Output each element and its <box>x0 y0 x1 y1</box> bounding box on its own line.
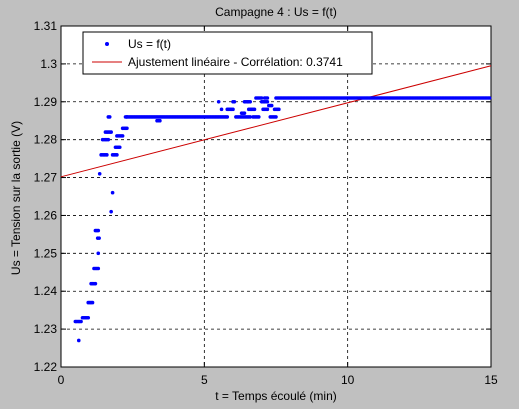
data-point <box>257 115 261 119</box>
fit-line-layer <box>60 65 492 178</box>
x-tick-label: 15 <box>484 373 498 387</box>
data-point <box>107 115 112 119</box>
tick-labels: 0 5 10 15 1.22 1.23 1.24 1.25 1.26 1.27 1.28 1.29 1.… <box>34 19 498 387</box>
x-tick-label: 10 <box>341 373 355 387</box>
data-point <box>216 99 221 104</box>
plot-area <box>60 25 492 368</box>
y-tick-label: 1.26 <box>34 208 58 222</box>
data-point <box>105 153 109 157</box>
data-point <box>97 236 101 240</box>
data-point <box>487 96 492 100</box>
data-point <box>96 251 101 256</box>
y-tick-label: 1.28 <box>34 133 58 147</box>
data-point <box>106 137 111 142</box>
data-point <box>274 115 278 119</box>
data-point <box>269 103 274 108</box>
data-point <box>125 126 129 131</box>
grid-lines <box>61 26 491 367</box>
data-point <box>117 145 122 150</box>
data-point <box>248 99 252 104</box>
data-point <box>225 115 230 119</box>
data-point <box>115 153 119 157</box>
data-point <box>265 99 270 104</box>
data-point <box>76 338 81 343</box>
legend: Us = f(t) Ajustement linéaire - Corrélat… <box>82 31 373 75</box>
legend-marker-measure <box>105 42 109 46</box>
chart-title: Campagne 4 : Us = f(t) <box>215 5 337 19</box>
data-point <box>97 171 102 176</box>
y-tick-label: 1.29 <box>34 95 58 109</box>
y-tick-label: 1.23 <box>34 322 58 336</box>
data-point <box>277 107 281 112</box>
data-point <box>96 266 101 271</box>
data-point <box>232 99 237 104</box>
legend-label-measure: Us = f(t) <box>128 37 171 51</box>
data-point <box>242 111 247 115</box>
data-point <box>265 107 270 112</box>
data-point <box>86 315 91 320</box>
data-point <box>158 118 162 123</box>
y-tick-label: 1.31 <box>34 19 58 33</box>
data-point <box>109 130 113 134</box>
data-point <box>79 319 83 324</box>
data-point <box>110 190 115 195</box>
data-point <box>231 107 235 112</box>
y-tick-label: 1.27 <box>34 171 58 185</box>
y-tick-label: 1.3 <box>40 57 57 71</box>
fit-line <box>60 65 492 178</box>
x-tick-label: 5 <box>201 373 208 387</box>
data-point <box>252 107 257 112</box>
data-point <box>96 228 101 233</box>
data-point <box>109 209 113 214</box>
data-point <box>248 115 252 119</box>
data-point <box>219 107 224 112</box>
data-point <box>265 96 270 100</box>
legend-label-fit: Ajustement linéaire - Corrélation: 0.374… <box>128 55 343 69</box>
legend-box <box>82 31 373 75</box>
y-tick-label: 1.25 <box>34 246 58 260</box>
data-point <box>90 300 95 305</box>
data-point <box>93 281 98 286</box>
data-point <box>120 134 125 138</box>
y-tick-label: 1.22 <box>34 360 58 374</box>
data-points-layer <box>73 96 492 343</box>
x-axis-label: t = Temps écoulé (min) <box>215 389 337 403</box>
x-tick-label: 0 <box>58 373 65 387</box>
data-point <box>259 96 264 100</box>
y-tick-label: 1.24 <box>34 284 58 298</box>
y-axis-label: Us = Tension sur la sortie (V) <box>9 121 23 275</box>
axis-ticks <box>60 25 492 368</box>
